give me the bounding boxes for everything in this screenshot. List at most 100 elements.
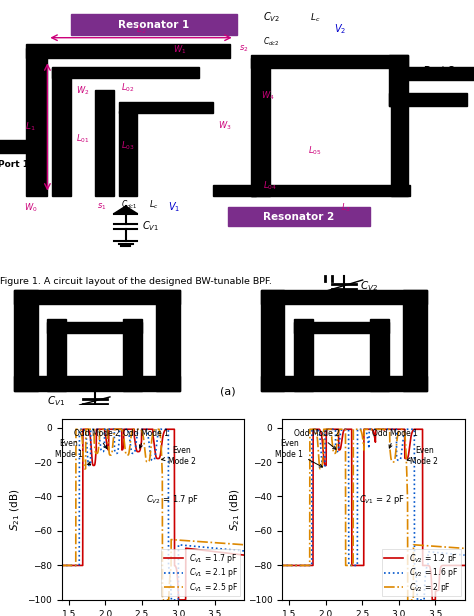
$C_{V2}$ = 2 pF — [462, 545, 467, 552]
$C_{V1}$ = 1.7 pF — [203, 547, 209, 554]
$C_{V2}$ = 1.2 pF — [310, 426, 316, 433]
Text: $W_4$: $W_4$ — [261, 89, 274, 102]
Legend: $C_{V1}$ = 1.7 pF, $C_{V1}$ = 2.1 pF, $C_{V1}$ = 2.5 pF: $C_{V1}$ = 1.7 pF, $C_{V1}$ = 2.1 pF, $C… — [161, 549, 240, 596]
Line: $C_{V1}$ = 2.1 pF: $C_{V1}$ = 2.1 pF — [62, 429, 244, 600]
$C_{V1}$ = 2.1 pF — [143, 426, 148, 433]
$C_{V1}$ = 2.1 pF — [236, 547, 242, 554]
Text: $L_{03}$: $L_{03}$ — [121, 140, 135, 152]
Text: $W_3$: $W_3$ — [219, 120, 232, 132]
Bar — [294, 318, 313, 391]
Bar — [52, 68, 71, 196]
Bar — [123, 318, 142, 391]
$C_{V1}$ = 1.7 pF — [80, 426, 86, 433]
Polygon shape — [114, 206, 137, 214]
$C_{V1}$ = 1.7 pF — [176, 596, 182, 604]
$C_{V2}$ = 1.2 pF — [462, 562, 467, 569]
Bar — [0, 139, 26, 153]
Line: $C_{V2}$ = 1.6 pF: $C_{V2}$ = 1.6 pF — [282, 429, 465, 600]
Bar — [261, 290, 284, 391]
$C_{V2}$ = 1.2 pF — [363, 426, 369, 433]
Line: $C_{V1}$ = 2.5 pF: $C_{V1}$ = 2.5 pF — [62, 429, 244, 600]
Text: $W_0$: $W_0$ — [24, 201, 37, 214]
Line: $C_{V2}$ = 2 pF: $C_{V2}$ = 2 pF — [282, 429, 465, 600]
Text: Even
Mode 1: Even Mode 1 — [275, 439, 322, 467]
$C_{V2}$ = 1.6 pF — [456, 551, 462, 558]
Text: $L_{05}$: $L_{05}$ — [308, 145, 322, 157]
Bar — [14, 376, 180, 391]
$C_{V1}$ = 1.7 pF — [59, 562, 64, 569]
$C_{V2}$ = 2 pF — [368, 426, 374, 433]
$C_{V2}$ = 1.6 pF — [423, 567, 429, 575]
$C_{V1}$ = 2.5 pF — [241, 541, 247, 548]
Bar — [389, 55, 408, 105]
$C_{V2}$ = 1.6 pF — [289, 562, 294, 569]
Bar — [213, 185, 256, 196]
Text: Port 2: Port 2 — [424, 66, 455, 75]
Text: Odd Mode 1: Odd Mode 1 — [123, 429, 168, 448]
$C_{V2}$ = 1.2 pF — [429, 596, 435, 604]
$C_{V1}$ = 2.5 pF — [73, 426, 79, 433]
$C_{V1}$ = 2.5 pF — [147, 449, 153, 456]
Line: $C_{V2}$ = 1.2 pF: $C_{V2}$ = 1.2 pF — [282, 429, 465, 600]
$C_{V2}$ = 1.6 pF — [462, 551, 467, 559]
Text: Even
Mode 1: Even Mode 1 — [55, 439, 91, 465]
$C_{V2}$ = 1.6 pF — [363, 428, 369, 435]
$C_{V2}$ = 1.6 pF — [279, 562, 285, 569]
$C_{V1}$ = 2.5 pF — [236, 541, 242, 548]
Bar — [403, 67, 474, 81]
$C_{V2}$ = 2 pF — [307, 426, 313, 433]
$C_{V1}$ = 2.5 pF — [236, 541, 242, 548]
Text: $L_1$: $L_1$ — [25, 121, 36, 133]
$C_{V2}$ = 1.6 pF — [415, 596, 420, 604]
Bar — [26, 44, 230, 58]
Text: $L_2$: $L_2$ — [136, 24, 146, 36]
$C_{V1}$ = 2.5 pF — [203, 538, 209, 546]
Y-axis label: $S_{21}$ (dB): $S_{21}$ (dB) — [228, 488, 242, 530]
Text: Port 1: Port 1 — [0, 160, 28, 169]
Text: Even
Mode 2: Even Mode 2 — [162, 447, 196, 466]
$C_{V2}$ = 1.6 pF — [368, 426, 374, 433]
Text: $W_2$: $W_2$ — [76, 84, 89, 97]
Bar — [261, 376, 427, 391]
$C_{V2}$ = 1.2 pF — [456, 562, 462, 569]
Text: $L_{04}$: $L_{04}$ — [263, 180, 277, 192]
Bar — [294, 322, 389, 333]
$C_{V2}$ = 2 pF — [456, 545, 462, 552]
Bar — [389, 93, 467, 105]
Text: $L_c$: $L_c$ — [310, 11, 321, 24]
Text: $C_{V1}$: $C_{V1}$ — [142, 219, 159, 233]
$C_{V2}$ = 1.2 pF — [368, 426, 374, 433]
$C_{V1}$ = 2.1 pF — [241, 547, 247, 554]
Text: $C_{V2}$: $C_{V2}$ — [360, 279, 378, 293]
Bar — [14, 290, 38, 391]
Text: Even
Mode 2: Even Mode 2 — [407, 447, 438, 466]
Line: $C_{V1}$ = 1.7 pF: $C_{V1}$ = 1.7 pF — [62, 429, 244, 600]
Text: $C_{V1}$ = 2 pF: $C_{V1}$ = 2 pF — [359, 493, 404, 506]
$C_{V2}$ = 2 pF — [423, 542, 429, 549]
Text: $C_{V2}$: $C_{V2}$ — [263, 10, 280, 25]
$C_{V1}$ = 2.1 pF — [236, 547, 242, 554]
$C_{V2}$ = 1.2 pF — [423, 562, 428, 569]
$C_{V1}$ = 1.7 pF — [143, 426, 148, 433]
$C_{V1}$ = 2.1 pF — [68, 562, 74, 569]
Text: $C_{V1}$: $C_{V1}$ — [47, 395, 65, 408]
Text: $L_{02}$: $L_{02}$ — [121, 82, 135, 94]
Text: (a): (a) — [220, 386, 235, 396]
$C_{V1}$ = 1.7 pF — [236, 551, 242, 558]
Text: Odd Mode 1: Odd Mode 1 — [372, 429, 418, 448]
Text: Resonator 2: Resonator 2 — [263, 212, 334, 222]
Text: Figure 1. A circuit layout of the designed BW-tunable BPF.: Figure 1. A circuit layout of the design… — [0, 277, 272, 286]
Text: Resonator 1: Resonator 1 — [118, 20, 190, 30]
Text: Odd Mode 2: Odd Mode 2 — [294, 429, 340, 449]
Bar — [14, 290, 180, 304]
Bar — [251, 55, 408, 68]
Bar — [26, 48, 47, 196]
$C_{V1}$ = 2.1 pF — [203, 543, 209, 551]
Bar — [118, 111, 137, 196]
Bar — [251, 185, 410, 196]
$C_{V2}$ = 2 pF — [279, 562, 285, 569]
$C_{V1}$ = 2.1 pF — [59, 562, 64, 569]
Bar — [156, 290, 180, 391]
$C_{V1}$ = 1.7 pF — [236, 551, 242, 558]
Text: Odd Mode 2: Odd Mode 2 — [74, 429, 119, 448]
